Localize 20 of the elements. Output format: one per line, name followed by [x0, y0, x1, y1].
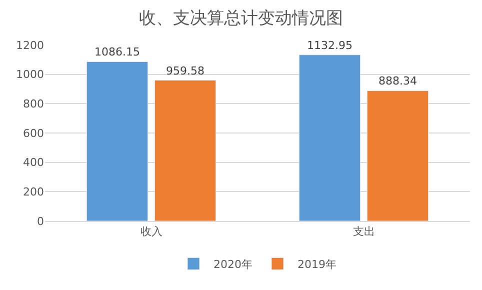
y-tick-label: 400: [23, 156, 44, 170]
data-label: 888.34: [378, 74, 417, 88]
y-tick-label: 600: [23, 126, 44, 140]
bar: [298, 54, 361, 221]
data-label: 1086.15: [94, 46, 140, 59]
y-tick-label: 800: [23, 98, 44, 111]
y-tick-label: 1000: [16, 68, 44, 82]
x-tick-label: 收入: [140, 225, 162, 238]
data-label: 959.58: [166, 64, 204, 78]
bar: [154, 80, 216, 221]
legend-label: 2020年: [214, 258, 252, 271]
bar: [366, 90, 429, 221]
y-tick-label: 1200: [16, 38, 44, 52]
chart-title: 收、支决算总计变动情况图: [139, 8, 343, 28]
data-label: 1132.95: [307, 38, 352, 52]
legend-label: 2019年: [298, 258, 336, 271]
y-tick-label: 0: [37, 214, 44, 228]
x-tick-label: 支出: [352, 225, 375, 238]
y-tick-label: 200: [23, 186, 44, 199]
bar: [86, 61, 148, 221]
